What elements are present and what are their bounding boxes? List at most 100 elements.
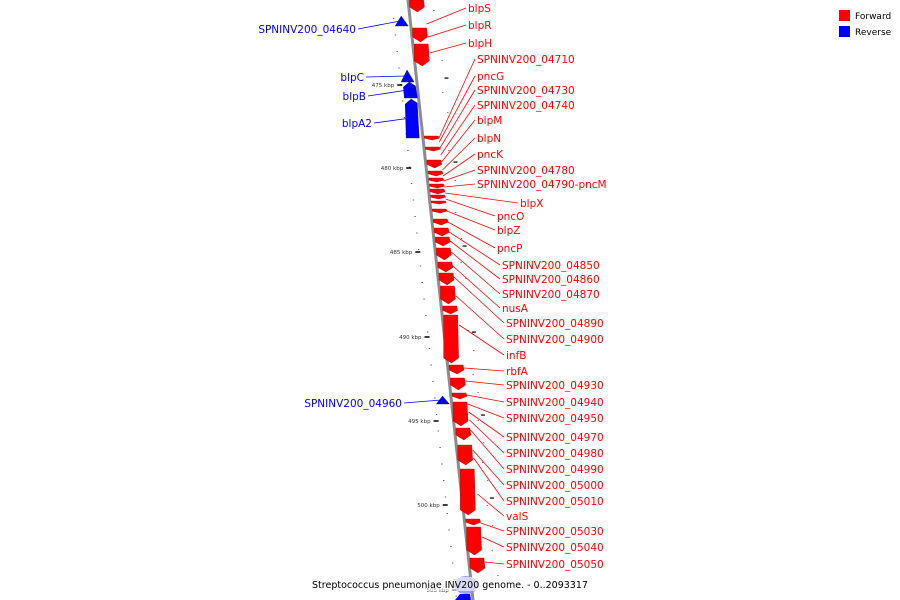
forward-gene-arrow [443, 314, 459, 364]
scale-tick [424, 336, 430, 338]
forward-gene-label: SPNINV200_04870 [502, 289, 600, 301]
forward-gene-arrow [452, 401, 469, 427]
reverse-gene-leader [365, 75, 407, 78]
forward-gene-arrow [469, 557, 486, 574]
forward-gene-arrow [426, 159, 443, 169]
forward-gene-leader [444, 183, 476, 188]
forward-gene-label: SPNINV200_04950 [506, 413, 604, 425]
forward-gene-leader [482, 536, 505, 548]
forward-gene-label: valS [506, 511, 529, 523]
forward-gene-leader [470, 429, 505, 470]
forward-gene-leader [440, 104, 476, 156]
reverse-gene-label: SPNINV200_04640 [258, 24, 356, 36]
forward-gene-leader [484, 561, 505, 565]
forward-gene-label: SPNINV200_04990 [506, 464, 604, 476]
reverse-gene-label: blpB [343, 91, 366, 103]
spoke-dot [451, 562, 454, 564]
forward-gene-leader [426, 7, 467, 25]
forward-gene-arrow [433, 218, 449, 226]
forward-gene-arrow [412, 27, 428, 43]
forward-gene-label: SPNINV200_04850 [502, 260, 600, 272]
spoke-dot [454, 180, 456, 181]
forward-gene-arrow [434, 236, 451, 247]
forward-gene-label: SPNINV200_04900 [506, 334, 604, 346]
spoke-dot [444, 496, 447, 498]
forward-gene-arrow [431, 200, 447, 205]
forward-gene-label: pncK [477, 149, 504, 161]
spoke-dot [472, 374, 474, 375]
spoke-dot [491, 525, 494, 526]
spoke-dot [460, 238, 463, 239]
forward-gene-label: rbfA [506, 366, 529, 378]
spoke-dot [446, 513, 448, 514]
caption-bg [312, 577, 588, 591]
forward-gene-leader [469, 419, 505, 454]
forward-gene-leader [443, 169, 476, 182]
legend-reverse-swatch [839, 26, 850, 37]
gene-labels: blpS blpR blpH SPNINV200_04710 pncG SPNINV200… [258, 3, 606, 571]
spoke-dot [392, 18, 395, 19]
forward-gene-arrow [409, 0, 425, 13]
outer-tick [489, 497, 494, 499]
forward-gene-label: SPNINV200_04970 [506, 432, 604, 444]
forward-gene-arrow [466, 526, 482, 556]
forward-gene-label: infB [506, 350, 526, 362]
forward-gene-label: blpZ [497, 225, 520, 237]
forward-gene-label: SPNINV200_04890 [506, 318, 604, 330]
reverse-gene-label: blpA2 [342, 118, 372, 130]
scale-tick [442, 504, 448, 506]
forward-gene-label: pncP [497, 243, 522, 255]
forward-gene-leader [458, 324, 505, 356]
spoke-dot [467, 330, 470, 331]
map-caption: Streptococcus pneumoniae INV200 genome. … [312, 580, 588, 591]
bottom-reverse-feature [455, 594, 471, 600]
forward-gene-leader [444, 192, 519, 204]
spoke-dot [425, 315, 427, 316]
outer-tick [462, 245, 467, 247]
forward-gene-label: SPNINV200_04730 [477, 85, 575, 97]
forward-gene-arrow [438, 272, 455, 286]
spoke-dot [482, 442, 485, 443]
spoke-dot [403, 117, 406, 118]
spoke-dot [433, 10, 435, 11]
forward-gene-arrow [425, 146, 441, 152]
legend-forward-label: Forward [855, 12, 891, 22]
spoke-dot [477, 392, 479, 393]
forward-gene-leader [447, 221, 496, 249]
forward-gene-arrow [427, 170, 444, 177]
scale-tick-label: 500 kbp [417, 503, 440, 509]
forward-gene-label: SPNINV200_04980 [506, 448, 604, 460]
forward-gene-leader [449, 240, 501, 280]
reverse-gene-arrow [400, 69, 415, 83]
gene-features [394, 0, 486, 574]
spoke-dot [423, 298, 425, 300]
spoke-dot [417, 249, 420, 250]
reverse-gene-leader [367, 89, 408, 97]
forward-gene-label: blpH [468, 38, 492, 50]
spoke-dot [454, 212, 457, 213]
spoke-dot [497, 575, 499, 576]
spoke-dot [414, 216, 416, 217]
forward-gene-leader [442, 137, 476, 171]
forward-gene-leader [477, 493, 505, 517]
forward-gene-label: SPNINV200_04780 [477, 165, 575, 177]
forward-gene-leader [445, 198, 496, 217]
spoke-dot [432, 381, 434, 382]
outer-tick [444, 77, 449, 79]
spoke-dot [396, 51, 398, 52]
forward-gene-leader [446, 210, 496, 231]
spoke-dot [439, 447, 441, 448]
forward-gene-label: blpR [468, 20, 492, 32]
forward-gene-arrow [465, 518, 481, 526]
forward-gene-leader [480, 522, 505, 532]
forward-gene-label: blpS [468, 3, 491, 15]
forward-gene-arrow [448, 364, 465, 375]
reverse-gene-leader [403, 399, 442, 404]
forward-gene-label: SPNINV200_04860 [502, 274, 600, 286]
forward-gene-leader [467, 403, 505, 419]
forward-gene-arrow [414, 43, 430, 67]
forward-gene-label: SPNINV200_04710 [477, 54, 575, 66]
forward-gene-arrow [450, 377, 466, 391]
scale-tick [433, 420, 439, 422]
